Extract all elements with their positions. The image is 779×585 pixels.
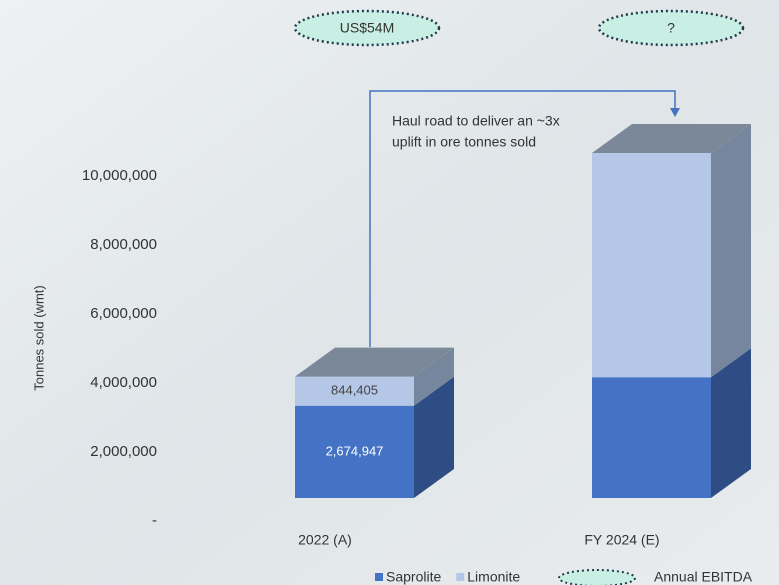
- bar-side: [711, 124, 751, 377]
- ebitda-label: US$54M: [340, 20, 394, 36]
- y-tick-label: 4,000,000: [90, 374, 157, 391]
- annotation: Haul road to deliver an ~3x: [392, 113, 560, 129]
- y-tick-label: 10,000,000: [82, 167, 157, 184]
- bar-segment: [592, 377, 711, 498]
- bar-segment: [592, 153, 711, 377]
- y-tick-label: 8,000,000: [90, 236, 157, 253]
- y-axis-label: Tonnes sold (wmt): [31, 285, 46, 390]
- legend-label: Limonite: [467, 569, 520, 585]
- annotation: uplift in ore tonnes sold: [392, 134, 536, 150]
- legend-label: Annual EBITDA: [654, 569, 753, 585]
- chart: Haul road to deliver an ~3x uplift in or…: [0, 0, 779, 585]
- legend-swatch: [375, 573, 383, 581]
- value-label: 844,405: [331, 383, 378, 398]
- x-tick-label: 2022 (A): [298, 532, 352, 548]
- ebitda-label: ?: [667, 20, 675, 36]
- legend-label: Saprolite: [386, 569, 441, 585]
- x-tick-label: FY 2024 (E): [584, 532, 659, 548]
- y-tick-label: -: [152, 512, 157, 529]
- y-tick-label: 6,000,000: [90, 305, 157, 322]
- value-label: 2,674,947: [326, 443, 384, 458]
- legend-swatch: [456, 573, 464, 581]
- y-tick-label: 2,000,000: [90, 443, 157, 460]
